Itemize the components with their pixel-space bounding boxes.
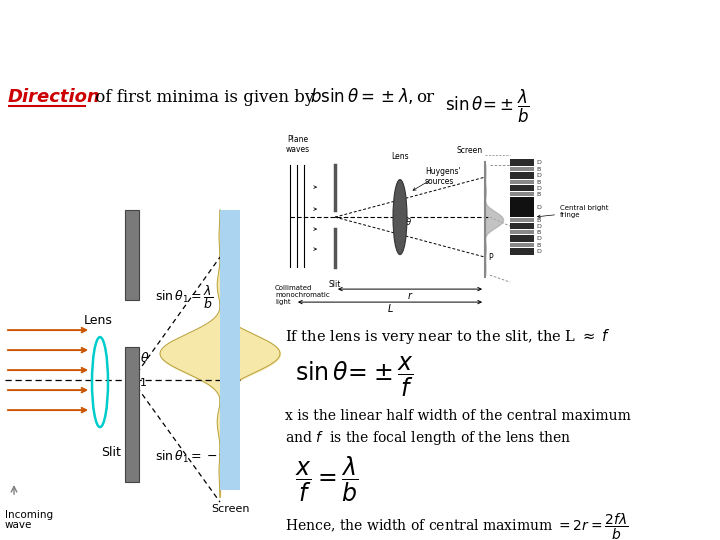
- Bar: [510, 172, 534, 179]
- Text: Screen: Screen: [457, 146, 483, 155]
- Text: B: B: [536, 167, 540, 172]
- Text: 3. Spread of central diffraction maximum: 3. Spread of central diffraction maximum: [11, 18, 625, 44]
- Text: of first minima is given by: of first minima is given by: [90, 89, 320, 106]
- Text: D: D: [536, 205, 541, 210]
- Text: B: B: [536, 230, 540, 234]
- Text: Direction: Direction: [8, 88, 101, 106]
- Text: and $f$  is the focal length of the lens then: and $f$ is the focal length of the lens …: [285, 429, 572, 447]
- Ellipse shape: [393, 180, 407, 254]
- Text: $\sin\theta_1 = \dfrac{\lambda}{b}$: $\sin\theta_1 = \dfrac{\lambda}{b}$: [155, 283, 214, 311]
- Text: Slit: Slit: [101, 446, 121, 458]
- Text: x is the linear half width of the central maximum: x is the linear half width of the centra…: [285, 409, 631, 423]
- Text: $\theta$: $\theta$: [140, 351, 150, 365]
- Bar: [510, 218, 534, 222]
- Text: 1: 1: [140, 378, 147, 388]
- Text: D: D: [536, 249, 541, 254]
- Text: Lens: Lens: [391, 152, 409, 161]
- Bar: [510, 243, 534, 247]
- Text: D: D: [536, 224, 541, 228]
- Text: Lens: Lens: [84, 314, 112, 327]
- Bar: [510, 230, 534, 234]
- Text: L: L: [387, 304, 392, 314]
- Text: Collimated
monochromatic
light: Collimated monochromatic light: [275, 285, 330, 305]
- Text: r: r: [408, 291, 412, 301]
- Text: Incoming: Incoming: [5, 510, 53, 520]
- Bar: [510, 197, 534, 217]
- Text: $\sin\theta\!=\!\pm\dfrac{\lambda}{b}$: $\sin\theta\!=\!\pm\dfrac{\lambda}{b}$: [445, 87, 530, 125]
- Text: D: D: [536, 236, 541, 241]
- Bar: [510, 192, 534, 196]
- Text: $b\sin\theta = \pm\lambda,$: $b\sin\theta = \pm\lambda,$: [310, 86, 414, 106]
- Bar: [510, 159, 534, 166]
- Text: B: B: [536, 242, 540, 248]
- Text: D: D: [536, 186, 541, 191]
- Text: B: B: [536, 192, 540, 197]
- Text: P: P: [488, 253, 492, 262]
- Text: B: B: [536, 218, 540, 222]
- Bar: [510, 167, 534, 171]
- Bar: [510, 180, 534, 184]
- Text: $\sin\theta_1 = -\dfrac{\lambda}{b}$: $\sin\theta_1 = -\dfrac{\lambda}{b}$: [155, 443, 229, 471]
- Text: B: B: [536, 180, 540, 185]
- Text: $\theta$: $\theta$: [405, 216, 412, 227]
- Text: or: or: [416, 89, 434, 106]
- Text: If the lens is very near to the slit, the L $\approx$ $f$: If the lens is very near to the slit, th…: [285, 327, 611, 346]
- Bar: [510, 185, 534, 191]
- Text: $\sin\theta\!=\!\pm\dfrac{x}{f}$: $\sin\theta\!=\!\pm\dfrac{x}{f}$: [295, 355, 414, 400]
- Text: D: D: [536, 160, 541, 165]
- Bar: [125, 347, 139, 482]
- Bar: [510, 223, 534, 229]
- Text: $\dfrac{x}{f} = \dfrac{\lambda}{b}$: $\dfrac{x}{f} = \dfrac{\lambda}{b}$: [295, 455, 359, 504]
- Bar: [220, 210, 240, 490]
- Text: wave: wave: [5, 520, 32, 530]
- Text: Slit: Slit: [329, 280, 341, 289]
- Bar: [125, 210, 139, 300]
- Text: Hence, the width of central maximum $= 2r{=}\dfrac{2f\lambda}{b}$: Hence, the width of central maximum $= 2…: [285, 512, 629, 540]
- Bar: [510, 248, 534, 255]
- Text: Central bright
fringe: Central bright fringe: [538, 205, 608, 218]
- Text: Huygens'
sources: Huygens' sources: [425, 167, 461, 186]
- Text: Screen: Screen: [211, 504, 249, 514]
- Text: D: D: [536, 173, 541, 178]
- Text: Plane
waves: Plane waves: [286, 134, 310, 154]
- Bar: [510, 235, 534, 242]
